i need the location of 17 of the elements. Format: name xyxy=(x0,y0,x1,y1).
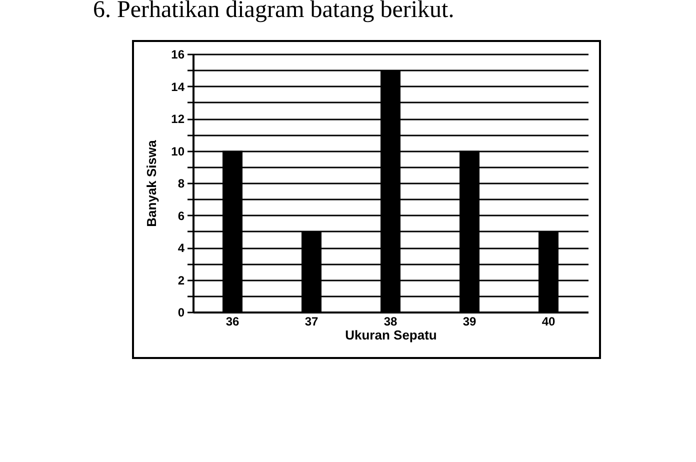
y-tick-label: 2 xyxy=(178,273,185,288)
y-tick-label: 12 xyxy=(171,112,185,126)
chart-title: 6. Perhatikan diagram batang berikut. xyxy=(93,0,454,23)
x-tick-label: 39 xyxy=(462,314,476,328)
x-tick-label: 36 xyxy=(226,314,240,328)
x-tick-label: 38 xyxy=(384,314,398,328)
y-tick-label: 4 xyxy=(178,241,185,255)
x-tick-label: 40 xyxy=(542,314,556,328)
x-axis-title: Ukuran Sepatu xyxy=(345,328,437,342)
y-tick-label: 0 xyxy=(178,306,185,320)
y-tick-label: 8 xyxy=(178,176,185,190)
y-tick-label: 16 xyxy=(171,48,185,62)
x-tick-label: 37 xyxy=(304,314,318,328)
y-tick-label: 14 xyxy=(171,80,185,94)
y-tick-label: 6 xyxy=(178,208,185,223)
y-axis-title: Banyak Siswa xyxy=(144,139,160,227)
y-tick-label: 10 xyxy=(171,144,185,158)
